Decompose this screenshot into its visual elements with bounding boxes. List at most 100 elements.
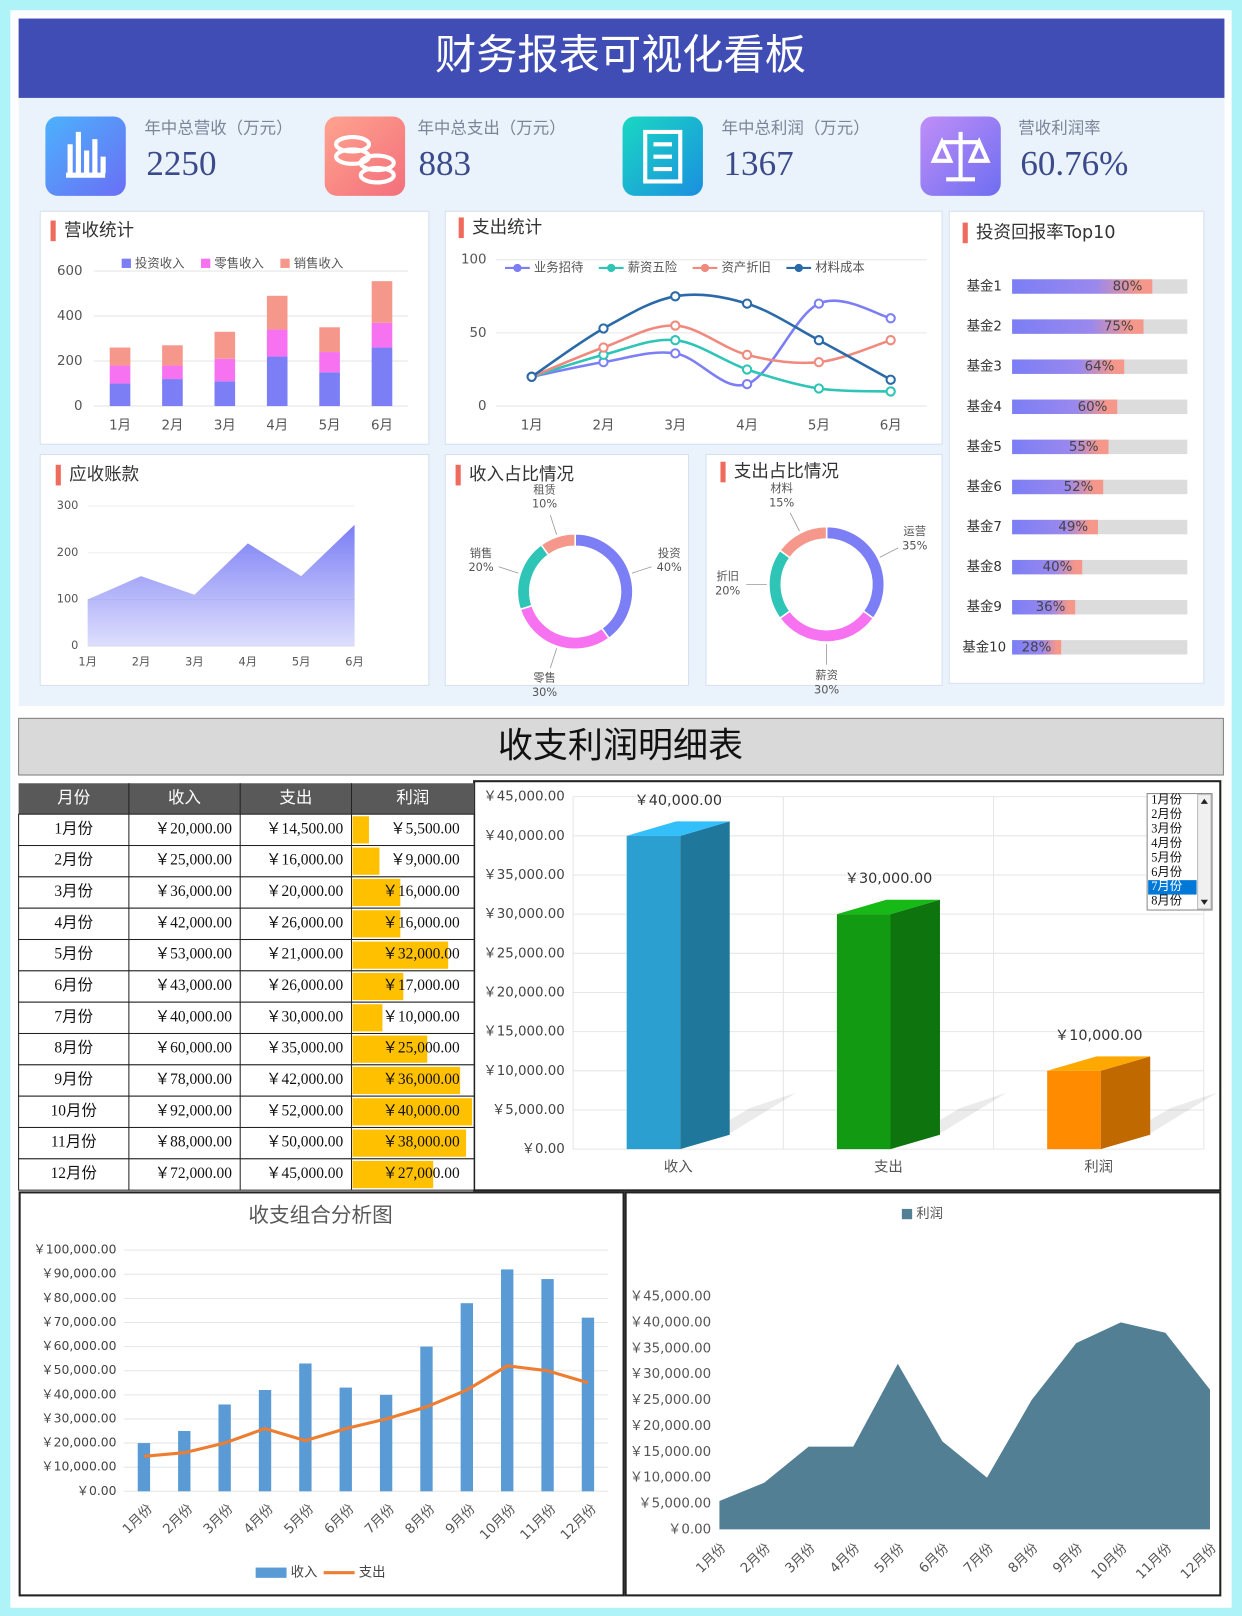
area-series — [87, 524, 355, 647]
y-tick-label: ￥10,000.00 — [483, 1064, 564, 1079]
legend-swatch — [255, 1567, 287, 1578]
kpi-value: 1367 — [724, 144, 794, 183]
y-tick-label: 200 — [57, 354, 83, 369]
table-cell: ￥27,000.00 — [383, 1165, 460, 1182]
slice-label: 投资 — [658, 546, 681, 560]
table-cell: 5月份 — [54, 945, 93, 963]
table-cell: ￥5,500.00 — [390, 820, 460, 837]
listbox-item[interactable]: 4月份 — [1151, 836, 1182, 850]
x-tick-label: 5月 — [808, 419, 830, 434]
table-cell: 7月份 — [54, 1007, 93, 1025]
x-tick-label: 2月 — [161, 419, 183, 434]
line-point — [598, 342, 609, 353]
bar-segment — [162, 379, 183, 407]
y-tick-label: ￥40,000.00 — [41, 1387, 116, 1401]
line-point — [813, 298, 825, 309]
y-tick-label: 200 — [57, 545, 79, 559]
y-tick-label: ￥40,000.00 — [483, 829, 564, 844]
listbox-item[interactable]: 2月份 — [1151, 807, 1182, 821]
x-tick-label: 1月 — [109, 419, 131, 434]
listbox-item[interactable]: 7月份 — [1151, 879, 1182, 893]
slice-value: 35% — [902, 539, 927, 553]
y-tick-label: 100 — [461, 253, 487, 268]
legend-label: 资产折旧 — [721, 259, 770, 274]
x-tick-label: 4月 — [736, 419, 758, 434]
x-tick-label: 利润 — [1084, 1159, 1113, 1176]
leader-line — [498, 566, 519, 574]
x-tick-label: 1月 — [78, 655, 97, 669]
slice-value: 20% — [468, 560, 493, 574]
donut-segment — [540, 533, 576, 556]
y-tick-label: 50 — [469, 326, 486, 341]
table-cell: ￥38,000.00 — [383, 1134, 460, 1151]
y-tick-label: ￥10,000.00 — [630, 1471, 711, 1486]
kpi-label: 年中总营收（万元） — [144, 118, 292, 137]
progress-bar — [1012, 359, 1125, 374]
table-cell: ￥30,000.00 — [266, 1008, 343, 1025]
y-tick-label: 0 — [478, 399, 487, 414]
title-marker — [720, 461, 726, 483]
table-cell: ￥21,000.00 — [266, 946, 343, 963]
table-cell: ￥53,000.00 — [155, 946, 232, 963]
data-bar — [352, 1004, 383, 1032]
y-tick-label: ￥0.00 — [522, 1142, 565, 1157]
slice-value: 15% — [769, 495, 794, 509]
bar-front — [1047, 1070, 1101, 1150]
bar — [581, 1317, 595, 1492]
y-tick-label: 400 — [57, 309, 83, 324]
header-bar — [18, 18, 1225, 98]
table-cell: ￥42,000.00 — [266, 1071, 343, 1088]
category-label: 基金7 — [967, 518, 1002, 535]
bar — [137, 1443, 151, 1492]
y-tick-label: ￥10,000.00 — [41, 1460, 116, 1474]
slice-label: 运营 — [903, 524, 926, 538]
legend-label: 投资收入 — [135, 255, 184, 270]
table-cell: 3月份 — [54, 882, 93, 900]
table-cell: ￥88,000.00 — [155, 1134, 232, 1151]
x-tick-label: 1月 — [521, 419, 543, 434]
legend-swatch — [901, 1208, 913, 1220]
table-cell: ￥60,000.00 — [155, 1040, 232, 1057]
listbox-item[interactable]: 1月份 — [1151, 793, 1182, 807]
section-title: 收支利润明细表 — [498, 726, 743, 765]
chart-title: 营收统计 — [64, 221, 134, 241]
bar-segment — [266, 329, 288, 357]
listbox-item[interactable]: 3月份 — [1151, 821, 1182, 835]
listbox-selection — [1148, 880, 1197, 895]
line-point — [598, 323, 609, 334]
table-cell: 8月份 — [54, 1039, 93, 1057]
kpi-icon-glyph — [66, 131, 106, 178]
x-tick-label: 3月 — [664, 419, 686, 434]
line-point — [813, 383, 825, 394]
listbox-item[interactable]: 6月份 — [1151, 865, 1182, 879]
listbox-scrollbar — [1197, 794, 1212, 910]
slice-value: 30% — [814, 683, 839, 697]
listbox-item[interactable]: 5月份 — [1151, 850, 1182, 864]
value-label: ￥30,000.00 — [845, 871, 933, 887]
kpi-icon-glyph — [333, 135, 396, 185]
title-marker — [55, 464, 61, 486]
kpi-icon-glyph — [930, 131, 991, 182]
header-title: 财务报表可视化看板 — [435, 32, 806, 78]
bar-segment — [109, 365, 131, 384]
chart-panel — [705, 453, 943, 686]
line-point — [670, 335, 681, 346]
y-tick-label: ￥20,000.00 — [483, 985, 564, 1000]
value-label: 36% — [1036, 600, 1066, 615]
data-bar — [352, 816, 369, 844]
y-tick-label: ￥35,000.00 — [483, 868, 564, 883]
data-bar — [352, 1035, 428, 1063]
x-tick-label: 2月 — [132, 655, 151, 669]
table-cell: ￥43,000.00 — [155, 977, 232, 994]
legend-label: 材料成本 — [815, 260, 864, 274]
table-cell: ￥72,000.00 — [155, 1165, 232, 1182]
listbox-item[interactable]: 8月份 — [1151, 894, 1182, 908]
table-cell: ￥14,500.00 — [266, 820, 343, 837]
line-point — [670, 320, 681, 331]
progress-bar — [1012, 559, 1083, 575]
legend-label: 收入 — [291, 1565, 318, 1581]
bar-segment — [371, 281, 393, 323]
table-cell: ￥78,000.00 — [155, 1071, 232, 1088]
y-tick-label: ￥45,000.00 — [630, 1290, 711, 1305]
value-label: 40% — [1043, 560, 1073, 575]
